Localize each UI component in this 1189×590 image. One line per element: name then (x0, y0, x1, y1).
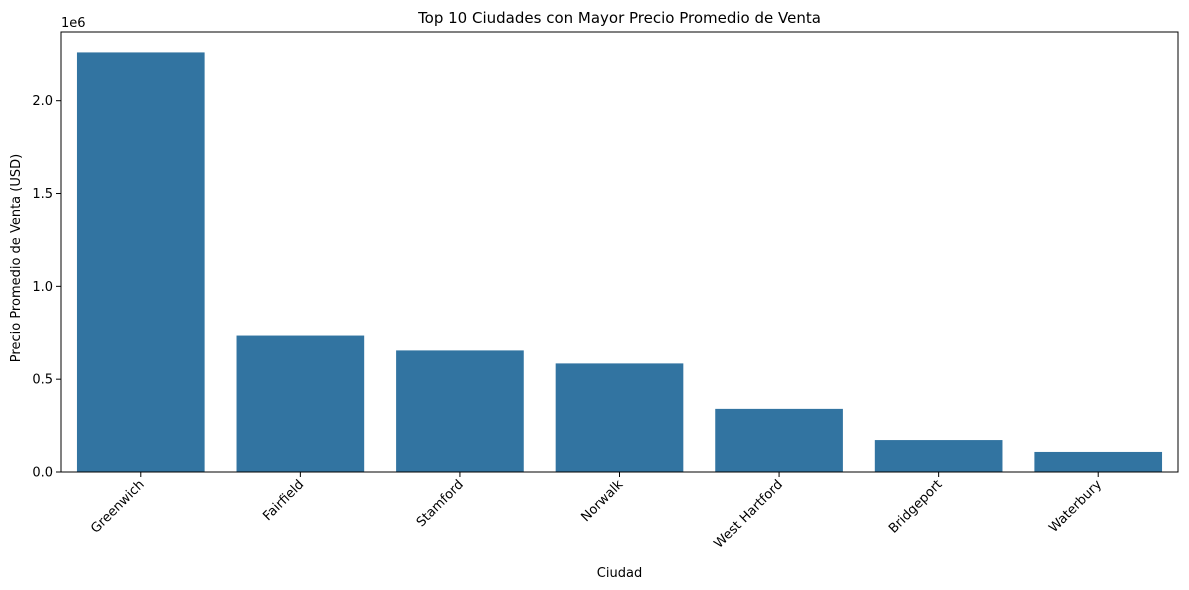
x-tick-label: Greenwich (88, 477, 147, 536)
y-tick-label: 0.5 (32, 373, 53, 388)
bar-norwalk (555, 363, 684, 472)
y-axis-offset-label: 1e6 (61, 16, 86, 31)
bar-fairfield (236, 335, 365, 472)
bar-bridgeport (874, 440, 1003, 472)
y-tick-label: 1.5 (32, 187, 53, 202)
x-tick-label: Waterbury (1046, 477, 1105, 536)
bars-group (76, 52, 1163, 473)
y-tick-label: 2.0 (32, 94, 53, 109)
chart-title: Top 10 Ciudades con Mayor Precio Promedi… (417, 9, 821, 27)
bar-west-hartford (715, 408, 843, 472)
y-axis-title: Precio Promedio de Venta (USD) (9, 154, 24, 362)
y-tick-label: 1.0 (32, 280, 53, 295)
plot-frame (60, 31, 1179, 473)
y-axis-ticks: 0.0 0.5 1.0 1.5 2.0 (32, 94, 61, 481)
bar-waterbury (1034, 451, 1163, 472)
x-tick-label: West Hartford (712, 477, 786, 551)
x-tick-label: Fairfield (260, 477, 307, 524)
bar-stamford (396, 350, 524, 472)
bar-greenwich (76, 52, 205, 473)
x-axis-title: Ciudad (597, 566, 642, 581)
y-tick-label: 0.0 (32, 466, 53, 481)
x-tick-label: Norwalk (578, 477, 626, 525)
x-tick-label: Bridgeport (886, 477, 945, 536)
x-axis-ticks: Greenwich Fairfield Stamford Norwalk West Ha… (88, 472, 1105, 552)
x-tick-label: Stamford (414, 477, 467, 530)
